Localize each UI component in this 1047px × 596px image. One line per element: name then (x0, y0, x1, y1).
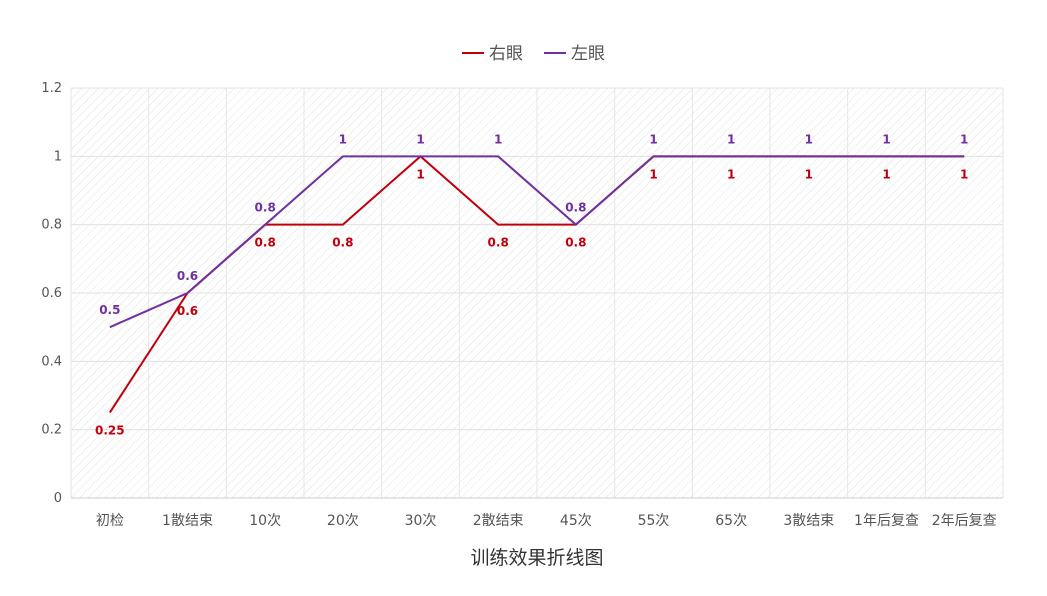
data-label: 1 (416, 132, 424, 146)
x-tick-label: 3散结束 (783, 513, 834, 529)
data-label: 0.6 (177, 304, 198, 318)
gridlines (70, 87, 1004, 499)
data-label: 0.8 (255, 201, 276, 215)
x-tick-label: 2年后复查 (932, 512, 997, 529)
data-label: 1 (649, 167, 657, 181)
data-label: 0.8 (255, 236, 276, 250)
data-label: 1 (960, 132, 968, 146)
data-label: 0.6 (177, 269, 198, 283)
data-label: 0.8 (565, 236, 586, 250)
x-axis-title: 训练效果折线图 (470, 547, 603, 569)
x-tick-label: 1年后复查 (854, 512, 919, 529)
x-tick-label: 30次 (405, 513, 437, 529)
y-tick-label: 0 (54, 491, 62, 506)
y-tick-label: 0.4 (41, 354, 62, 369)
data-label: 1 (416, 167, 424, 181)
data-label: 0.5 (99, 303, 120, 317)
y-tick-label: 0.6 (41, 286, 62, 301)
y-tick-label: 0.8 (41, 218, 62, 233)
x-tick-label: 1散结束 (162, 513, 213, 529)
y-tick-label: 0.2 (41, 423, 62, 438)
y-tick-label: 1.2 (41, 81, 62, 96)
x-tick-label: 10次 (249, 513, 281, 529)
legend[interactable]: 右眼 左眼 (462, 44, 605, 64)
data-label: 1 (805, 132, 813, 146)
x-tick-label: 45次 (560, 513, 592, 529)
data-label: 1 (494, 132, 502, 146)
data-label: 1 (649, 132, 657, 146)
data-label: 0.25 (95, 424, 125, 438)
series-line-left-eye (109, 155, 965, 329)
x-tick-label: 初检 (96, 512, 124, 529)
data-label: 0.8 (332, 236, 353, 250)
data-label: 1 (339, 132, 347, 146)
legend-label: 左眼 (571, 44, 605, 64)
legend-label: 右眼 (489, 44, 523, 64)
data-label: 1 (960, 167, 968, 181)
data-labels: 0.25 0.6 0.8 0.8 1 0.8 0.8 1 1 1 1 1 0.5 0.6 0.8 1 1 1 0.8… (95, 132, 968, 437)
series-layer (108, 155, 965, 414)
data-label: 0.8 (565, 201, 586, 215)
x-tick-label: 2散结束 (473, 513, 524, 529)
data-label: 1 (882, 167, 890, 181)
y-tick-label: 1 (54, 149, 62, 164)
axes: 0 0.2 0.4 0.6 0.8 1 1.2 初检 1散结束 10次 20次 30次 2散结束 45次 5… (41, 81, 1003, 529)
x-tick-label: 65次 (715, 513, 747, 529)
legend-item-right-eye[interactable]: 右眼 (462, 44, 523, 64)
data-label: 1 (882, 132, 890, 146)
legend-item-left-eye[interactable]: 左眼 (544, 44, 605, 64)
x-tick-label: 55次 (638, 513, 670, 529)
x-tick-label: 20次 (327, 513, 359, 529)
data-label: 1 (805, 167, 813, 181)
data-label: 0.8 (488, 236, 509, 250)
data-label: 1 (727, 132, 735, 146)
data-label: 1 (727, 167, 735, 181)
